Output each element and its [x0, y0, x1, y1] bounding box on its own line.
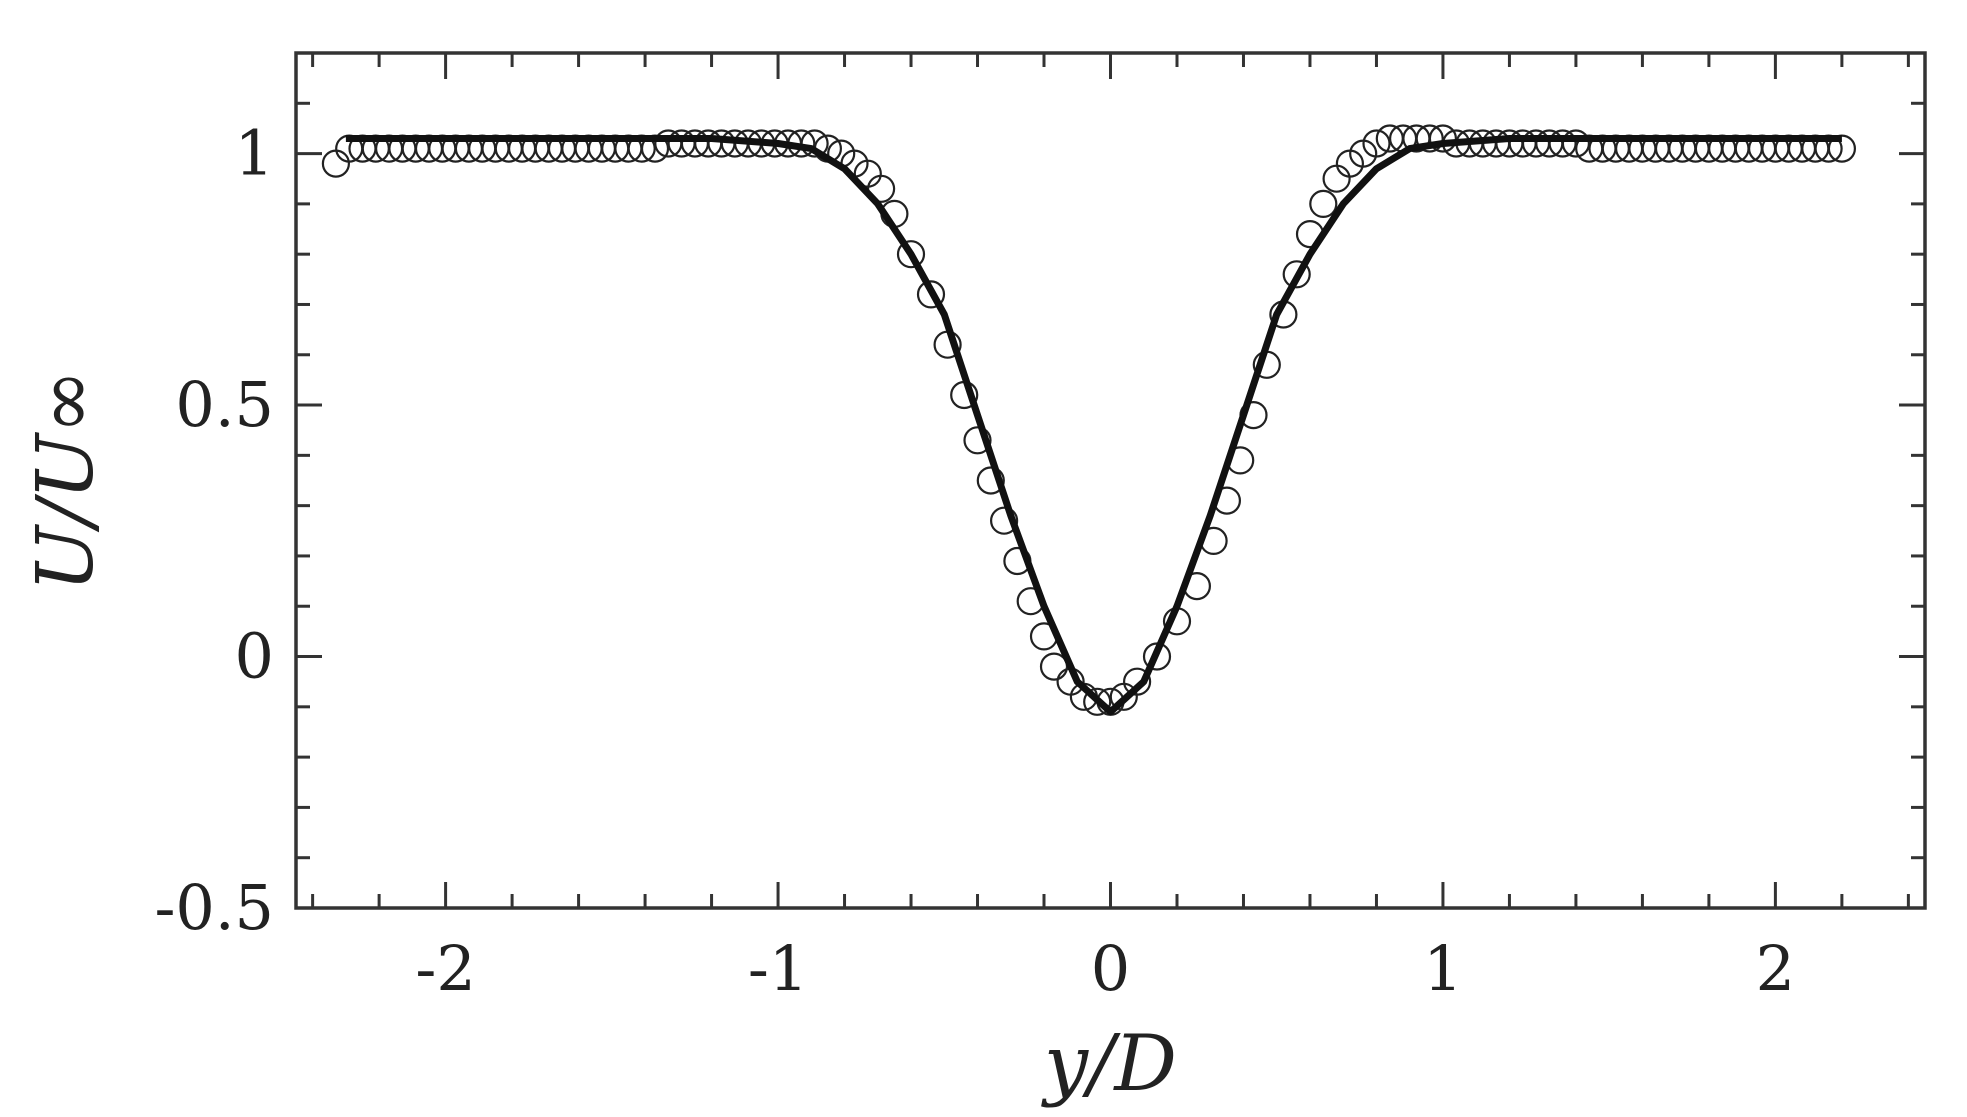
- x-axis-label: y/D: [1041, 1019, 1177, 1109]
- data-point: [989, 506, 1019, 535]
- labels-layer: -2 -1 0 1 2 -0.5 0 0.5 1 y/D U/U∞: [21, 117, 1795, 1109]
- x-tick-label: 2: [1756, 932, 1795, 1005]
- y-tick-label: 1: [235, 117, 274, 190]
- x-tick-label: 1: [1423, 932, 1462, 1005]
- data-point: [1548, 129, 1577, 158]
- data-point: [896, 240, 926, 269]
- data-point: [1122, 667, 1152, 696]
- data-point: [1428, 124, 1458, 153]
- y-tick-label: -0.5: [154, 871, 274, 944]
- data-point: [1322, 164, 1351, 193]
- y-tick-label: 0: [235, 620, 274, 693]
- fit-line: [345, 135, 1842, 716]
- ticks-layer: [296, 51, 1925, 910]
- data-point: [1083, 687, 1112, 716]
- y-tick-label: 0.5: [175, 368, 274, 441]
- y-axis-label: U/U∞: [21, 369, 111, 592]
- plot-frame: [294, 51, 1927, 910]
- data-point: [976, 466, 1005, 495]
- data-point: [1309, 189, 1338, 218]
- x-tick-label: 0: [1091, 932, 1130, 1005]
- series-layer: [321, 124, 1857, 716]
- data-point: [1561, 129, 1591, 158]
- x-tick-label: -2: [415, 932, 475, 1005]
- plot-frame-layer: [294, 51, 1927, 910]
- data-point: [321, 149, 350, 178]
- x-tick-label: -1: [748, 932, 808, 1005]
- data-point: [963, 426, 992, 455]
- data-point: [1282, 260, 1311, 289]
- data-point: [800, 129, 829, 158]
- data-point: [1362, 129, 1391, 158]
- data-point: [1415, 124, 1444, 153]
- data-point: [916, 280, 946, 309]
